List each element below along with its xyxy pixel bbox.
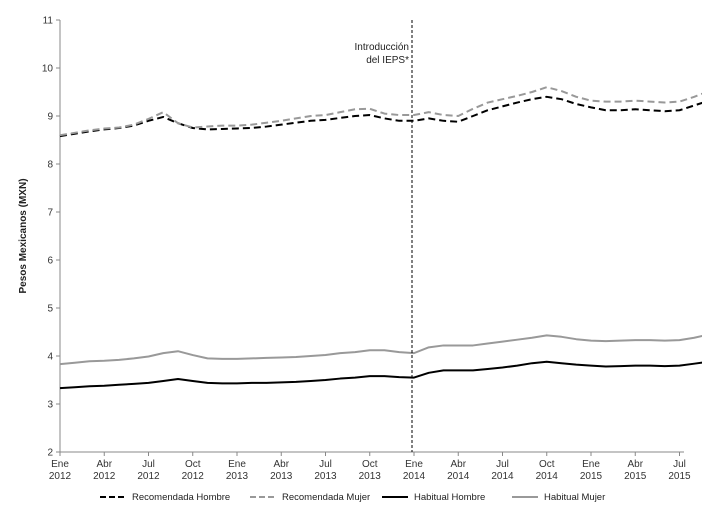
x-tick-label-month: Abr [450,459,466,470]
annotation-text-line1: Introducción [355,42,409,53]
x-tick-label-month: Jul [142,459,155,470]
x-tick-label-month: Ene [228,459,246,470]
y-tick-label: 3 [47,400,53,411]
y-tick-label: 9 [47,112,53,123]
x-tick-label-year: 2014 [447,471,470,482]
x-tick-label-year: 2013 [226,471,249,482]
x-tick-label-month: Oct [362,459,378,470]
x-tick-label-month: Oct [539,459,555,470]
x-tick-label-year: 2013 [359,471,382,482]
x-tick-label-year: 2015 [580,471,603,482]
x-tick-label-year: 2014 [491,471,514,482]
x-tick-label-month: Jul [673,459,686,470]
series-layer [59,86,702,390]
legend-label-recomendada-mujer: Recomendada Mujer [282,492,370,503]
x-tick-label-month: Ene [582,459,600,470]
y-tick-label: 6 [47,256,53,267]
x-tick-label-year: 2014 [403,471,426,482]
series-line-habitual-hombre [59,360,702,390]
series-line-habitual-mujer [59,334,702,366]
legend-layer: Recomendada Hombre Recomendada Mujer Habit… [100,492,605,503]
x-tick-label-month: Jul [496,459,509,470]
x-tick-label-year: 2013 [270,471,293,482]
x-tick-label-month: Ene [51,459,69,470]
x-tick-label-month: Abr [96,459,112,470]
series-line-recomendada-mujer [59,86,702,137]
legend-label-habitual-hombre: Habitual Hombre [414,492,485,503]
legend-label-recomendada-hombre: Recomendada Hombre [132,492,230,503]
legend-label-habitual-mujer: Habitual Mujer [544,492,605,503]
annotation-layer: Introducción del IEPS* [355,20,413,452]
x-tick-label-year: 2012 [137,471,160,482]
y-tick-label: 4 [47,352,53,363]
series-line-recomendada-hombre [59,95,702,138]
x-tick-label-year: 2015 [624,471,647,482]
y-tick-label: 2 [47,448,53,459]
y-tick-label: 7 [47,208,53,219]
x-tick-label-month: Abr [273,459,289,470]
x-tick-label-year: 2012 [49,471,72,482]
x-tick-label-month: Oct [185,459,201,470]
y-axis-title: Pesos Mexicanos (MXN) [18,178,29,293]
x-tick-label-year: 2015 [668,471,691,482]
x-tick-label-month: Ene [405,459,423,470]
x-tick-label-month: Abr [627,459,643,470]
x-tick-label-month: Jul [319,459,332,470]
x-tick-label-year: 2012 [182,471,205,482]
y-tick-label: 11 [43,16,54,27]
y-tick-label: 10 [42,64,54,75]
y-tick-label: 5 [47,304,53,315]
y-tick-label: 8 [47,160,53,171]
x-tick-label-year: 2012 [93,471,116,482]
x-tick-label-year: 2014 [536,471,559,482]
x-tick-label-year: 2013 [314,471,337,482]
annotation-text-line2: del IEPS* [366,55,409,66]
